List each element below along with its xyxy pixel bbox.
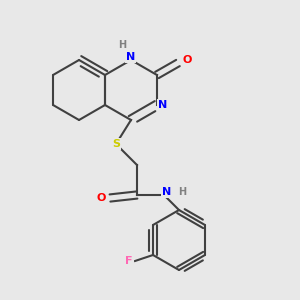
Text: F: F xyxy=(125,256,133,266)
Text: S: S xyxy=(112,139,120,149)
Text: N: N xyxy=(126,52,136,62)
Text: O: O xyxy=(182,55,192,65)
Text: H: H xyxy=(118,40,126,50)
Text: N: N xyxy=(158,100,168,110)
Text: O: O xyxy=(96,193,106,203)
Text: N: N xyxy=(162,187,172,197)
Text: H: H xyxy=(178,187,186,197)
